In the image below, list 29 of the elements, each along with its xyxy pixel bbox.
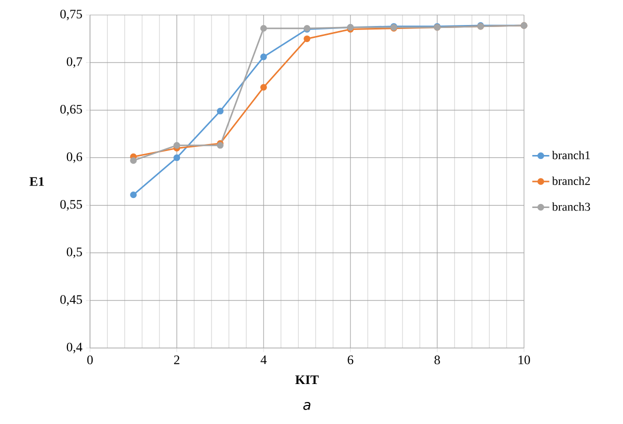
- x-tick-label: 2: [174, 356, 180, 364]
- y-tick-label: 0,7: [66, 57, 82, 68]
- point: [216, 108, 224, 114]
- x-tick-label: 4: [260, 356, 267, 364]
- point: [130, 157, 137, 164]
- x-tick-label: 0: [87, 356, 93, 364]
- point: [130, 191, 137, 198]
- y-tick-label: 0,5: [66, 248, 82, 258]
- legend-label: branch1: [552, 150, 590, 160]
- point: [173, 142, 180, 149]
- y-tick-label: 0,75: [60, 10, 82, 20]
- point: [260, 84, 267, 91]
- legend-label: branch2: [552, 176, 590, 186]
- x-tick-label: 10: [518, 356, 530, 364]
- point: [173, 154, 180, 162]
- x-tick-label: 6: [348, 356, 354, 364]
- text: а: [303, 402, 310, 410]
- y-tick-label: 0,55: [60, 200, 82, 211]
- y-tick-label: 0,4: [66, 342, 82, 354]
- y-tick-label: 0,6: [66, 152, 82, 164]
- x-axis-title: KIT: [295, 376, 319, 384]
- point: [260, 24, 267, 32]
- y-axis-title: E1: [30, 177, 44, 186]
- legend-label: branch3: [552, 202, 590, 211]
- y-tick-label: 0,65: [60, 104, 82, 116]
- point: [260, 54, 267, 60]
- y-tick-label: 0,45: [60, 295, 82, 306]
- point: [304, 35, 310, 42]
- x-tick-label: 8: [434, 356, 440, 364]
